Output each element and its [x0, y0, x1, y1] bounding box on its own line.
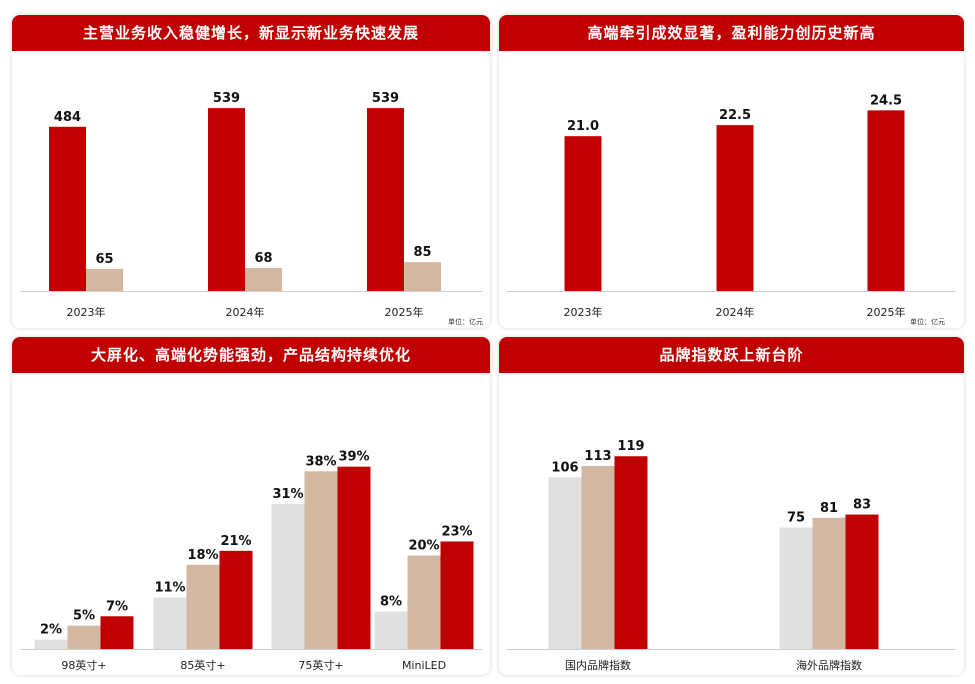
panel-brand-index: 品牌指数跃上新台阶 106113119国内品牌指数758183海外品牌指数202… — [499, 337, 964, 675]
data-label: 85 — [413, 245, 431, 260]
bar — [67, 625, 101, 649]
data-label: 22.5 — [719, 108, 751, 123]
bar — [845, 514, 879, 649]
bar — [564, 136, 602, 291]
data-label: 484 — [54, 110, 81, 125]
unit-label: 单位：亿元 — [910, 318, 945, 326]
data-label: 39% — [338, 450, 369, 465]
x-tick-label: 2024年 — [226, 305, 265, 319]
data-label: 18% — [187, 548, 218, 563]
panel-title: 大屏化、高端化势能强劲，产品结构持续优化 — [12, 337, 490, 373]
bar — [86, 268, 123, 291]
data-label: 539 — [372, 91, 399, 106]
bar — [779, 527, 813, 649]
x-tick-label: MiniLED — [402, 659, 446, 672]
bar — [548, 477, 582, 649]
data-label: 20% — [408, 539, 439, 554]
bar — [404, 262, 441, 291]
data-label: 2% — [40, 623, 62, 638]
x-tick-label: 海外品牌指数 — [796, 658, 862, 672]
data-label: 65 — [95, 252, 113, 267]
data-label: 106 — [551, 460, 578, 475]
x-tick-label: 98英寸+ — [61, 658, 106, 672]
panel-main-revenue: 主营业务收入稳健增长，新显示新业务快速发展 484 65 2023年 539 68 202… — [12, 15, 490, 328]
chart-main-revenue: 484652023年539682024年539852025年主营业务收入新显示新… — [20, 91, 482, 319]
data-label: 113 — [584, 449, 611, 464]
bar — [271, 504, 305, 649]
chart-product-structure: 2% 5% 7% 98英寸+ 11% 18%21% 85英寸+ 31% 38% 39% 75英寸+ 8… — [20, 450, 482, 672]
bar — [812, 517, 846, 649]
bar — [153, 597, 187, 649]
bar — [100, 616, 134, 649]
bar — [581, 465, 615, 649]
bar — [367, 108, 404, 291]
data-label: 68 — [254, 251, 272, 266]
bar — [304, 471, 338, 649]
bar — [337, 466, 371, 649]
x-tick-label: 2023年 — [67, 305, 106, 319]
data-label: 7% — [106, 599, 128, 614]
data-label: 11% — [154, 581, 185, 596]
bar — [208, 108, 245, 291]
x-tick-label: 2025年 — [867, 305, 906, 319]
x-tick-label: 75英寸+ — [298, 658, 343, 672]
unit-label: 单位：亿元 — [448, 318, 483, 326]
bar — [374, 611, 408, 649]
bar — [49, 126, 86, 292]
data-label: 21.0 — [567, 119, 599, 134]
data-label: 21% — [220, 534, 251, 549]
data-label: 23% — [441, 524, 472, 539]
bar — [716, 125, 754, 291]
bar — [186, 564, 220, 649]
bar — [614, 456, 648, 649]
x-tick-label: 国内品牌指数 — [565, 658, 631, 672]
data-label: 24.5 — [870, 93, 902, 108]
x-tick-label: 2024年 — [716, 305, 755, 319]
chart-brand-index: 106113119国内品牌指数758183海外品牌指数2023年2024年202… — [507, 439, 956, 672]
data-label: 119 — [617, 439, 644, 454]
panel-title: 高端牵引成效显著，盈利能力创历史新高 — [499, 15, 964, 51]
bar — [34, 639, 68, 649]
bar — [867, 110, 905, 291]
data-label: 38% — [305, 454, 336, 469]
bar — [440, 541, 474, 649]
x-tick-label: 2023年 — [564, 305, 603, 319]
x-tick-label: 85英寸+ — [180, 658, 225, 672]
data-label: 31% — [272, 487, 303, 502]
data-label: 8% — [380, 595, 402, 610]
bar — [245, 267, 282, 291]
data-label: 75 — [787, 511, 805, 526]
x-tick-label: 2025年 — [385, 305, 424, 319]
data-label: 83 — [853, 498, 871, 513]
data-label: 539 — [213, 91, 240, 106]
panel-title: 品牌指数跃上新台阶 — [499, 337, 964, 373]
data-label: 5% — [73, 609, 95, 624]
bar — [219, 550, 253, 649]
panel-title: 主营业务收入稳健增长，新显示新业务快速发展 — [12, 15, 490, 51]
data-label: 81 — [820, 501, 838, 516]
bar — [407, 555, 441, 649]
panel-product-structure: 大屏化、高端化势能强劲，产品结构持续优化 2% 5% 7% 98英寸+ 11% 18% 21… — [12, 337, 490, 675]
panel-net-profit: 高端牵引成效显著，盈利能力创历史新高 21.0 2023年 22.5 2024年 24.… — [499, 15, 964, 328]
